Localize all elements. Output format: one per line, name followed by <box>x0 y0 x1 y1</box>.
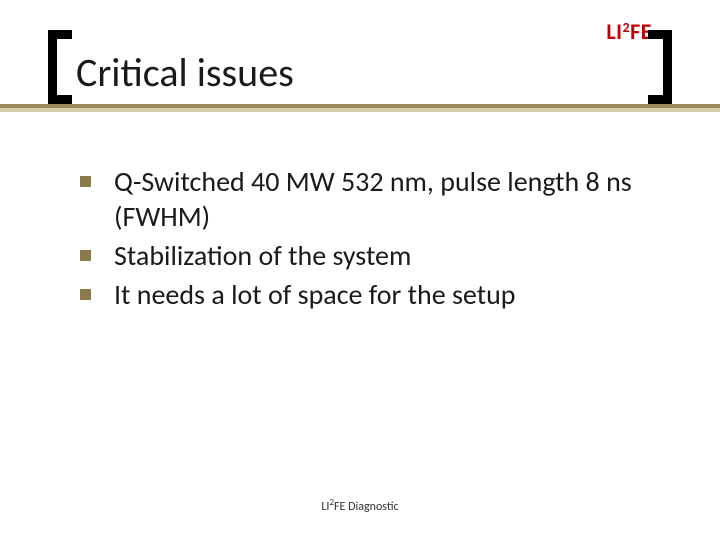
bracket-right <box>663 30 672 104</box>
list-item: Q-Switched 40 MW 532 nm, pulse length 8 … <box>66 164 660 234</box>
bracket-left <box>48 30 57 104</box>
bracket-right-top <box>648 30 672 39</box>
list-item: Stabilization of the system <box>66 238 660 273</box>
logo: LI2FE <box>606 18 652 45</box>
list-item: It needs a lot of space for the setup <box>66 277 660 312</box>
bracket-left-top <box>48 30 72 39</box>
page-title: Critical issues <box>76 48 294 97</box>
logo-prefix: LI <box>606 18 622 45</box>
bracket-left-bottom <box>48 95 72 104</box>
rule-light <box>0 108 720 112</box>
footer-suffix: FE Diagnostic <box>334 500 399 514</box>
footer: LI2FE Diagnostic <box>0 497 720 514</box>
slide: LI2FE Critical issues Q-Switched 40 MW 5… <box>0 0 720 540</box>
logo-super: 2 <box>623 19 631 36</box>
bullet-list: Q-Switched 40 MW 532 nm, pulse length 8 … <box>66 164 660 316</box>
bracket-right-bottom <box>648 95 672 104</box>
